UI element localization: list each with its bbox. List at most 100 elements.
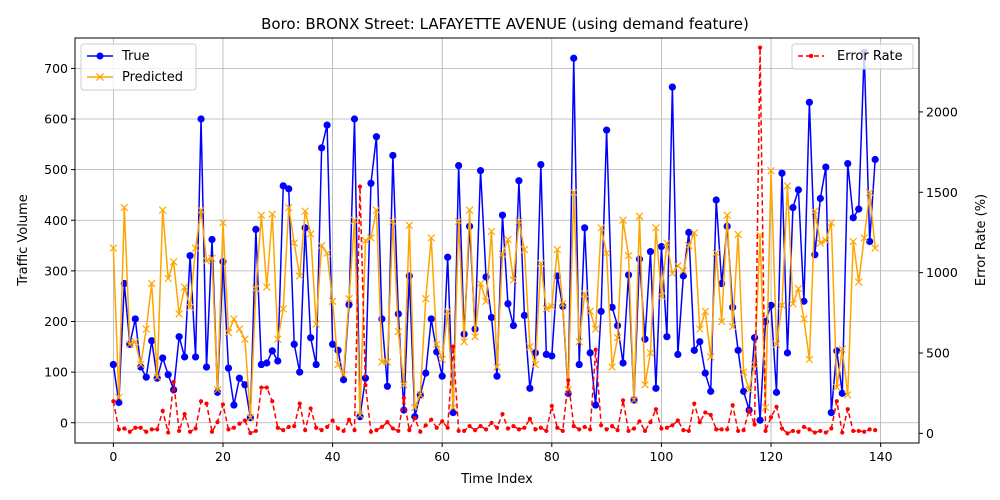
- error-rate-point: [160, 408, 165, 413]
- predicted-point: [224, 328, 233, 337]
- predicted-point: [558, 299, 567, 308]
- predicted-point: [701, 307, 710, 316]
- error-rate-point: [730, 403, 735, 408]
- x-tick-label: 140: [869, 449, 893, 464]
- predicted-point: [822, 236, 830, 245]
- error-rate-point: [418, 429, 423, 434]
- error-rate-point: [829, 426, 834, 431]
- error-rate-point: [379, 424, 385, 430]
- predicted-point: [400, 380, 408, 389]
- error-rate-point: [368, 429, 374, 434]
- error-rate-point: [796, 429, 801, 434]
- error-rate-point: [566, 378, 571, 383]
- error-rate-point: [472, 428, 478, 433]
- true-point: [427, 315, 435, 323]
- true-point: [159, 354, 167, 362]
- true-point: [849, 214, 857, 222]
- predicted-point: [356, 411, 364, 419]
- predicted-point: [213, 386, 222, 394]
- y-tick-label: 100: [44, 365, 68, 380]
- true-point: [455, 161, 463, 170]
- predicted-point: [816, 239, 825, 247]
- true-point: [208, 235, 216, 244]
- true-point: [750, 334, 759, 342]
- predicted-point: [575, 337, 584, 346]
- predicted-point: [158, 206, 167, 214]
- true-point: [855, 205, 863, 213]
- predicted-point: [208, 254, 216, 263]
- predicted-point: [564, 386, 573, 394]
- true-point: [778, 169, 786, 177]
- true-point: [241, 381, 249, 389]
- error-rate-point: [401, 395, 406, 401]
- error-rate-point: [725, 427, 730, 432]
- predicted-point: [739, 368, 748, 376]
- error-rate-point: [127, 429, 132, 434]
- predicted-point: [728, 322, 737, 331]
- series-error-rate: [111, 45, 878, 436]
- predicted-point: [219, 218, 227, 227]
- predicted-point: [246, 413, 255, 422]
- error-rate-point: [204, 401, 209, 406]
- error-rate-point: [248, 430, 253, 436]
- error-rate-point: [768, 415, 774, 420]
- predicted-point: [345, 294, 353, 303]
- true-point: [707, 387, 715, 395]
- error-rate-point: [538, 425, 543, 430]
- legend-error-label: Error Rate: [837, 49, 903, 64]
- true-point: [646, 248, 655, 256]
- predicted-point: [301, 207, 310, 215]
- predicted-point: [843, 391, 852, 399]
- true-point: [318, 144, 326, 152]
- predicted-point: [865, 188, 874, 197]
- true-point: [794, 186, 803, 194]
- predicted-point: [328, 297, 337, 306]
- true-point: [252, 225, 260, 233]
- true-point: [767, 301, 775, 309]
- predicted-point: [553, 245, 562, 254]
- true-point: [520, 311, 529, 320]
- error-rate-point: [823, 430, 828, 435]
- true-point: [137, 363, 145, 371]
- x-tick-label: 120: [759, 449, 783, 464]
- predicted-point: [635, 212, 644, 221]
- true-point: [575, 360, 583, 369]
- y-tick-label: 500: [44, 162, 68, 177]
- error-rate-point: [264, 385, 269, 390]
- error-rate-point: [527, 416, 532, 421]
- error-rate-point: [478, 424, 483, 429]
- error-rate-point: [133, 425, 138, 430]
- true-point: [378, 315, 386, 323]
- predicted-point: [164, 274, 172, 283]
- predicted-point: [295, 272, 304, 280]
- error-rate-point: [253, 428, 258, 434]
- true-point: [186, 252, 194, 260]
- true-point: [542, 350, 550, 359]
- predicted-point: [284, 203, 293, 212]
- true-point: [449, 409, 457, 417]
- error-rate-point: [198, 399, 204, 404]
- error-rate-point: [604, 427, 609, 432]
- predicted-point: [131, 337, 140, 346]
- true-point: [191, 353, 200, 361]
- error-rate-point: [259, 385, 264, 390]
- error-rate-point: [801, 424, 807, 430]
- error-rate-point: [851, 428, 856, 434]
- predicted-point: [191, 244, 200, 252]
- error-rate-point: [314, 425, 319, 430]
- true-point: [438, 372, 446, 380]
- legend-true-label: True: [121, 49, 150, 64]
- predicted-point: [125, 340, 134, 349]
- predicted-point: [443, 307, 452, 316]
- true-point: [268, 347, 276, 355]
- error-rate-point: [209, 429, 215, 434]
- true-point: [696, 338, 704, 346]
- predicted-point: [789, 299, 797, 308]
- error-rate-point: [555, 425, 560, 430]
- error-rate-point: [653, 407, 659, 412]
- true-point: [597, 307, 605, 315]
- predicted-point: [405, 221, 414, 230]
- true-point: [504, 300, 512, 308]
- plot-frame: [74, 37, 920, 444]
- true-point: [570, 54, 578, 62]
